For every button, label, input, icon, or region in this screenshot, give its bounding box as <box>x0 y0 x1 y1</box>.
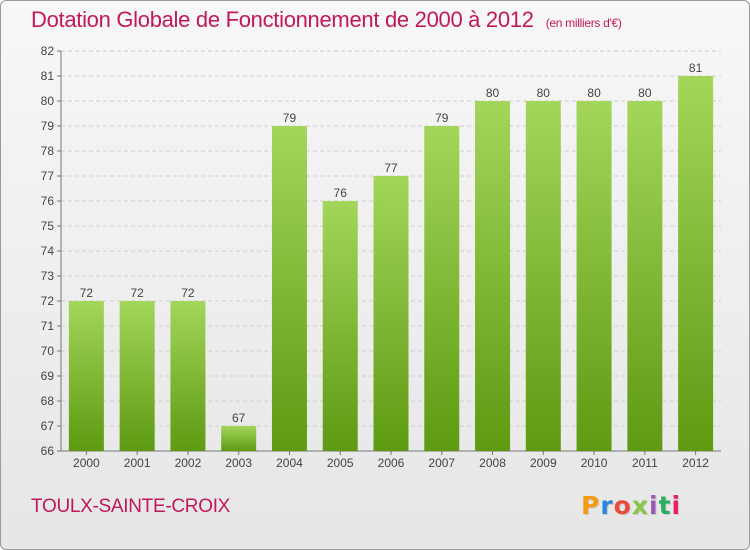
y-tick-label: 76 <box>41 194 55 208</box>
x-tick-label: 2005 <box>327 456 354 470</box>
bar <box>373 176 409 451</box>
y-tick-label: 68 <box>41 394 55 408</box>
y-axis: 66 67 68 69 70 71 72 73 74 75 76 77 78 79 80 81 82 <box>41 44 721 458</box>
bar-value-label: 79 <box>435 111 449 125</box>
y-tick-label: 74 <box>41 244 55 258</box>
y-tick-label: 78 <box>41 144 55 158</box>
bar-value-label: 81 <box>689 61 703 75</box>
x-tick-label: 2009 <box>530 456 557 470</box>
logo-letter: r <box>600 491 614 520</box>
bar-value-label: 72 <box>80 286 94 300</box>
y-tick-label: 71 <box>41 319 55 333</box>
chart-title-text: Dotation Globale de Fonctionnement de 20… <box>31 7 534 32</box>
x-tick-label: 2008 <box>479 456 506 470</box>
logo-letter: t <box>658 491 672 520</box>
bar <box>525 101 561 451</box>
x-tick-label: 2006 <box>378 456 405 470</box>
y-tick-label: 67 <box>41 419 55 433</box>
logo-letter: i <box>671 491 682 520</box>
x-tick-label: 2000 <box>73 456 100 470</box>
x-tick-label: 2012 <box>682 456 709 470</box>
bar <box>475 101 511 451</box>
y-tick-label: 77 <box>41 169 55 183</box>
y-tick-label: 79 <box>41 119 55 133</box>
bar-value-label: 80 <box>587 86 601 100</box>
bar <box>221 426 257 451</box>
bar-value-label: 80 <box>638 86 652 100</box>
bar-value-label: 80 <box>537 86 551 100</box>
x-axis: 2000 2001 2002 2003 2004 2005 2006 2007 2008 2009… <box>73 451 709 470</box>
logo-letter: i <box>649 491 659 520</box>
x-tick-label: 2003 <box>225 456 252 470</box>
y-tick-label: 69 <box>41 369 55 383</box>
bar <box>119 301 155 451</box>
bar <box>678 76 714 451</box>
x-tick-label: 2002 <box>175 456 202 470</box>
bar-value-label: 76 <box>334 186 348 200</box>
bar <box>322 201 358 451</box>
bar-value-label: 79 <box>283 111 297 125</box>
y-tick-label: 66 <box>41 444 55 458</box>
x-tick-label: 2007 <box>428 456 455 470</box>
commune-name: TOULX-SAINTE-CROIX <box>31 496 231 517</box>
chart-title: Dotation Globale de Fonctionnement de 20… <box>31 7 622 33</box>
logo-letter: o <box>613 491 632 520</box>
bar-value-label: 67 <box>232 411 246 425</box>
bar <box>68 301 104 451</box>
bar <box>627 101 663 451</box>
logo-letter: x <box>631 491 649 520</box>
bar <box>576 101 612 451</box>
x-tick-label: 2001 <box>124 456 151 470</box>
proxiti-logo[interactable]: Proxiti <box>581 491 681 520</box>
bar <box>170 301 206 451</box>
chart-unit-label: (en milliers d'€) <box>545 16 622 30</box>
y-tick-label: 82 <box>41 44 55 58</box>
y-tick-label: 72 <box>41 294 55 308</box>
y-tick-label: 81 <box>41 69 55 83</box>
bar-value-label: 77 <box>384 161 398 175</box>
bar-value-label: 72 <box>181 286 195 300</box>
x-tick-label: 2004 <box>276 456 303 470</box>
x-tick-label: 2010 <box>581 456 608 470</box>
logo-letter: P <box>581 491 601 520</box>
bar-value-label: 72 <box>130 286 144 300</box>
y-tick-label: 73 <box>41 269 55 283</box>
y-tick-label: 80 <box>41 94 55 108</box>
y-tick-label: 75 <box>41 219 55 233</box>
y-tick-label: 70 <box>41 344 55 358</box>
bars: 72 72 72 67 79 76 77 79 80 80 80 80 81 <box>68 61 714 451</box>
x-tick-label: 2011 <box>632 456 658 470</box>
bar <box>271 126 307 451</box>
bar-value-label: 80 <box>486 86 500 100</box>
bar <box>424 126 460 451</box>
